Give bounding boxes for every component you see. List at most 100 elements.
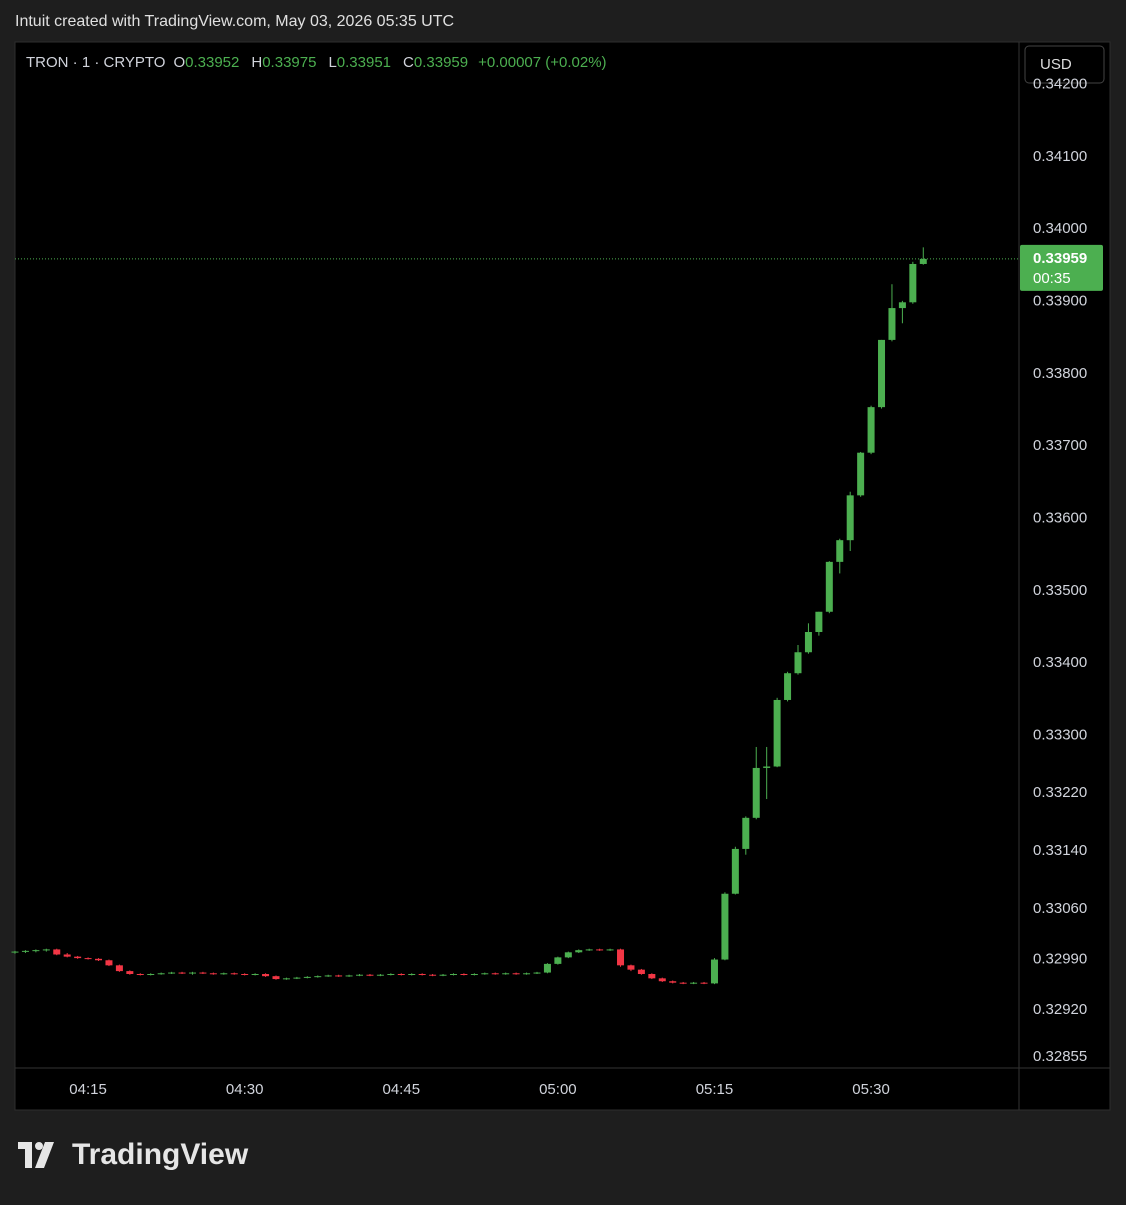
- candle-body: [658, 978, 666, 982]
- last-price-box: [1020, 244, 1103, 291]
- candle-body: [21, 950, 29, 952]
- symbol: TRON · 1 · CRYPTO: [26, 54, 165, 71]
- candle-body: [220, 973, 228, 975]
- candle-body: [815, 611, 823, 633]
- currency[interactable]: USD: [1040, 56, 1072, 73]
- candle-body: [408, 974, 416, 976]
- candle-body: [637, 969, 645, 975]
- candle-body: [721, 893, 729, 960]
- candle-body: [53, 949, 61, 955]
- candle-body: [606, 949, 614, 951]
- y-tick-label: 0.33060: [1033, 900, 1087, 917]
- candle-body: [397, 974, 405, 976]
- y-tick-label: 0.33140: [1033, 842, 1087, 859]
- ohlc-key: H: [251, 54, 262, 71]
- candle-body: [356, 974, 364, 976]
- candle-body: [773, 699, 781, 767]
- y-tick-label: 0.33800: [1033, 365, 1087, 382]
- x-tick-label: 04:15: [69, 1081, 107, 1098]
- candle-body: [449, 974, 457, 976]
- candle-body: [523, 973, 531, 975]
- symbol-legend: TRON · 1 · CRYPTO O0.33952 H0.33975 L0.3395…: [26, 54, 607, 71]
- x-tick-label: 05:15: [696, 1081, 734, 1098]
- ohlc-key: C: [403, 54, 414, 71]
- candle-body: [857, 452, 865, 496]
- candle-body: [533, 972, 541, 974]
- brand-logo: [18, 1142, 54, 1168]
- candle-body: [543, 963, 551, 973]
- candle-body: [105, 960, 113, 966]
- y-tick-label: 0.33500: [1033, 582, 1087, 599]
- candle-body: [272, 976, 280, 980]
- candle-body: [825, 561, 833, 612]
- candle-body: [63, 954, 71, 957]
- currency-button[interactable]: [1024, 45, 1105, 84]
- candle-body: [387, 974, 395, 976]
- candle-body: [460, 974, 468, 976]
- logo-shape: [18, 1142, 32, 1168]
- candle-body: [710, 959, 718, 984]
- candle-body: [752, 767, 760, 818]
- candle-body: [157, 973, 165, 975]
- candle-body: [32, 950, 40, 952]
- countdown: 00:35: [1033, 270, 1071, 287]
- candle-body: [241, 974, 249, 976]
- candle-body: [147, 974, 155, 976]
- logo-shape: [35, 1142, 54, 1168]
- y-tick-label: 0.33700: [1033, 437, 1087, 454]
- candle-body: [429, 974, 437, 976]
- y-tick-label: 0.33900: [1033, 293, 1087, 310]
- candle-body: [794, 652, 802, 674]
- candle-body: [126, 971, 134, 975]
- candle-body: [919, 258, 927, 264]
- candle-body: [700, 982, 708, 984]
- ohlc-value: 0.33959: [414, 54, 468, 71]
- candle-body: [491, 973, 499, 975]
- plot-area: [11, 247, 1019, 985]
- candle-body: [575, 950, 583, 953]
- candle-body: [648, 974, 656, 979]
- candle-body: [74, 956, 82, 959]
- candle-body: [470, 974, 478, 976]
- candle-body: [115, 965, 123, 972]
- x-tick-label: 04:45: [383, 1081, 421, 1098]
- y-tick-label: 0.32990: [1033, 951, 1087, 968]
- candle-body: [282, 978, 290, 980]
- candle-body: [846, 495, 854, 541]
- candle-body: [690, 982, 698, 984]
- candle-body: [199, 972, 207, 974]
- candle-body: [502, 973, 510, 975]
- ohlc-key: L: [328, 54, 336, 71]
- candle-body: [303, 976, 311, 978]
- candle-body: [784, 673, 792, 700]
- last-price-label: 0.33959: [1033, 250, 1087, 267]
- candle-body: [418, 974, 426, 976]
- candle-body: [42, 949, 50, 951]
- candle-body: [763, 766, 771, 768]
- candle-body: [731, 848, 739, 894]
- candle-body: [909, 263, 917, 303]
- candle-body: [669, 981, 677, 983]
- candle-body: [178, 972, 186, 974]
- candle-body: [251, 974, 259, 976]
- candle-body: [564, 952, 572, 958]
- candle-body: [804, 632, 812, 653]
- logo-dot: [35, 1142, 43, 1150]
- ohlc-value: 0.33975: [262, 54, 316, 71]
- candle-body: [888, 308, 896, 340]
- y-tick-label: 0.34100: [1033, 148, 1087, 165]
- legend: TRON · 1 · CRYPTO O0.33952 H0.33975 L0.3395…: [26, 54, 607, 71]
- candle-body: [585, 949, 593, 951]
- y-tick-label: 0.33400: [1033, 654, 1087, 671]
- candle-body: [836, 540, 844, 562]
- candle-body: [742, 817, 750, 849]
- candle-body: [136, 974, 144, 976]
- y-tick-label: 0.34000: [1033, 220, 1087, 237]
- candle-body: [481, 973, 489, 975]
- candle-body: [376, 974, 384, 976]
- candle-body: [867, 407, 875, 453]
- candle-body: [335, 975, 343, 977]
- candle-body: [512, 973, 520, 975]
